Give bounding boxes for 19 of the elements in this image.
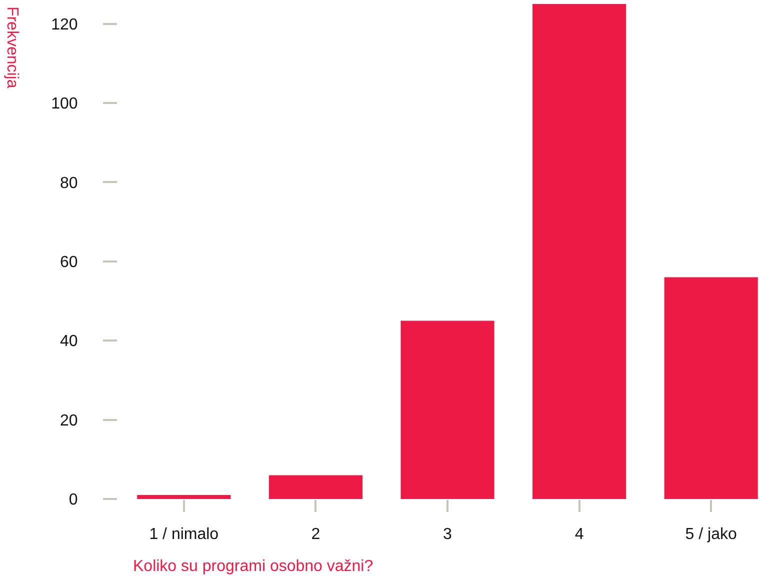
y-tick-label: 40: [60, 333, 78, 350]
x-tick-label: 4: [574, 526, 584, 544]
y-tick-label: 20: [60, 412, 78, 430]
y-tick-label: 60: [60, 254, 78, 271]
bar: [268, 475, 362, 499]
x-tick-label: 3: [443, 526, 452, 544]
bar: [400, 320, 494, 499]
x-tick-label: 1 / nimalo: [149, 526, 219, 544]
y-tick-label: 120: [51, 16, 78, 34]
y-axis-title: Frekvencija: [4, 6, 21, 88]
x-tick-label: 2: [311, 526, 320, 544]
x-tick-label: 5 / jako: [685, 526, 737, 544]
x-axis-title: Koliko su programi osobno važni?: [133, 558, 374, 575]
bar: [137, 495, 231, 499]
bar: [664, 277, 758, 499]
y-tick-label: 80: [60, 174, 78, 192]
y-tick-label: 100: [51, 96, 78, 113]
bar: [532, 4, 626, 499]
y-tick-label: 0: [68, 492, 78, 509]
